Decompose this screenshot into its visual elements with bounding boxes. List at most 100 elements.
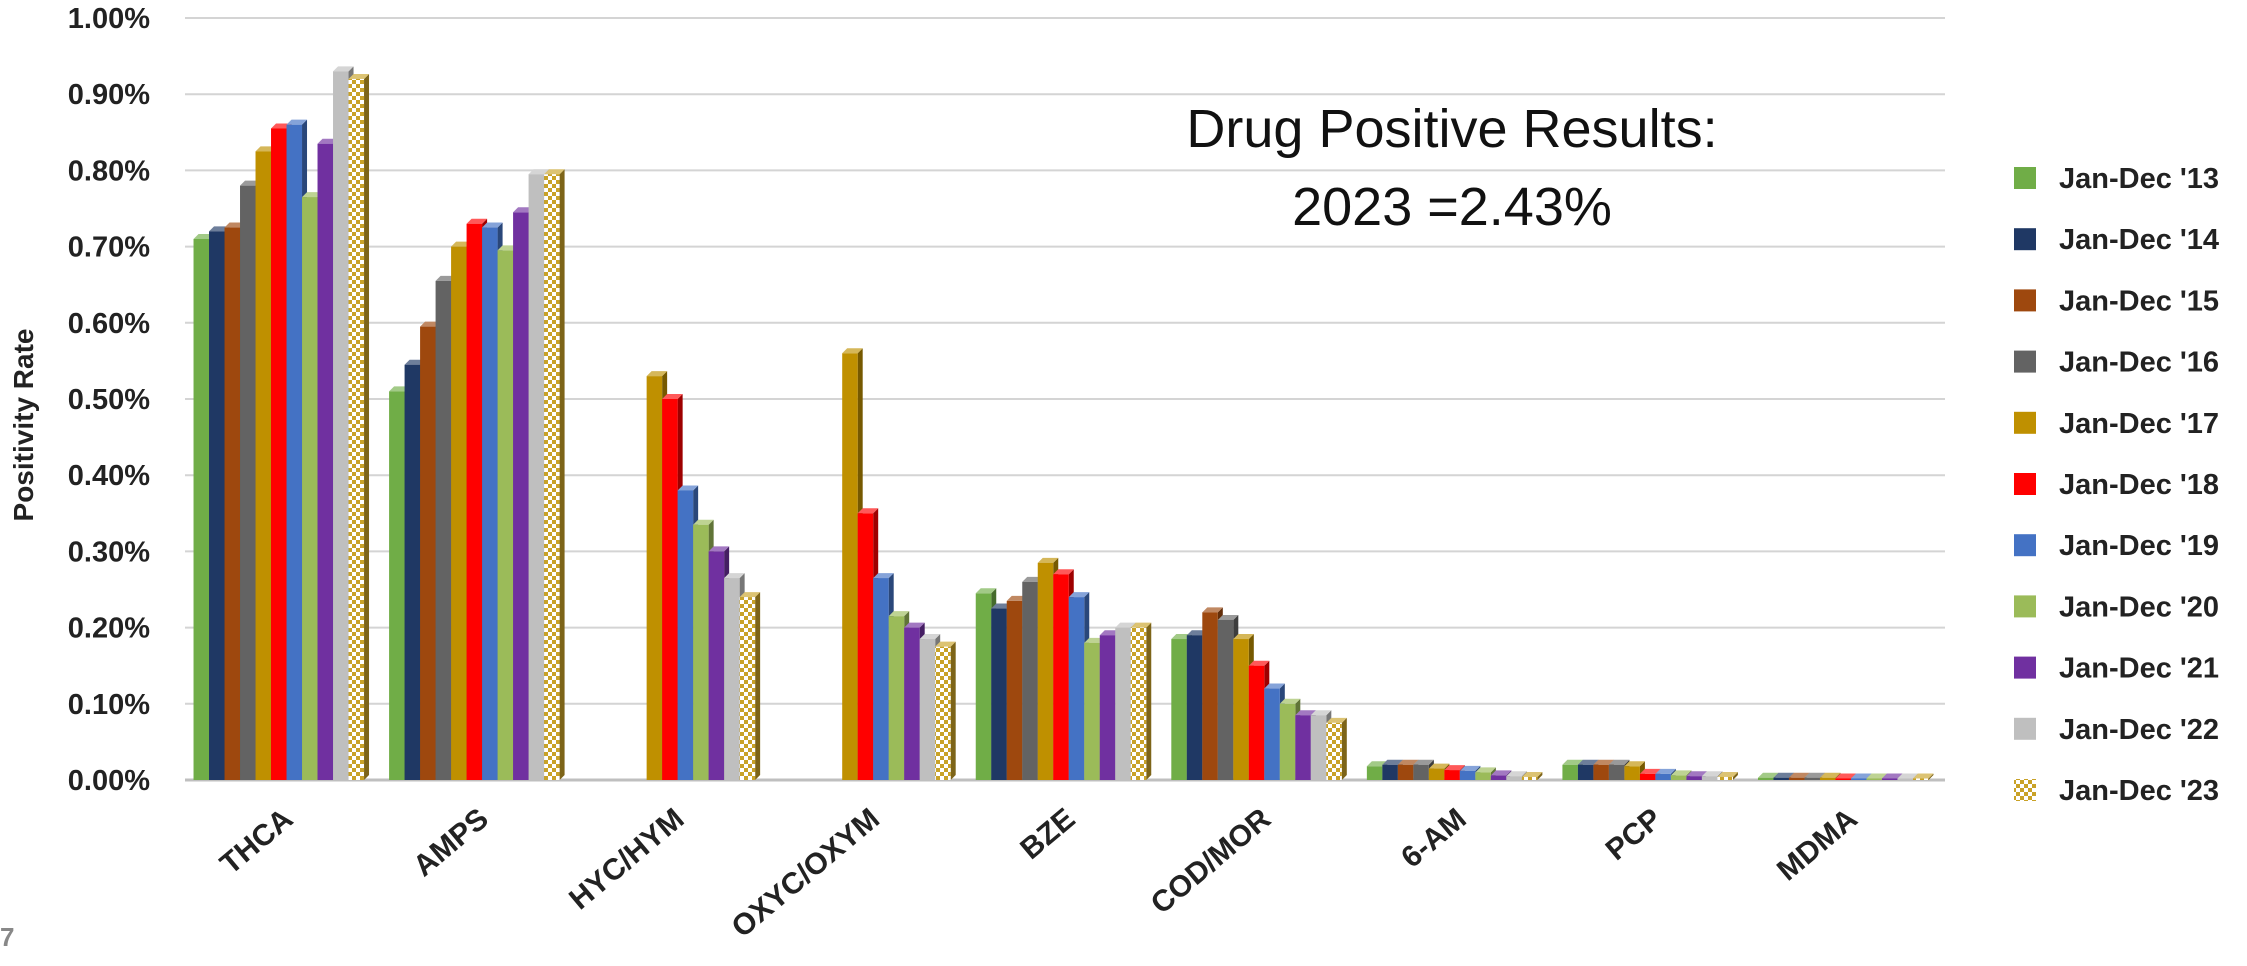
bar-top [466,218,488,224]
bar-top [1053,569,1074,575]
bar-front [1037,562,1054,780]
bar-front [466,223,483,781]
y-tick-label: 0.20% [68,613,150,645]
bar-front [1819,777,1836,780]
bar-top [1562,759,1583,765]
legend-label: Jan-Dec '15 [2059,285,2219,317]
bar-top [451,241,472,247]
bar-front [193,238,210,781]
bar-top [1099,630,1121,636]
category-label: 6-AM [1395,802,1472,874]
bar-side [364,73,370,780]
bar-front [1655,773,1671,780]
y-tick-label: 0.50% [68,384,150,416]
y-tick-label: 0.90% [68,79,150,111]
bar-front [975,593,992,780]
bar-front [1310,715,1327,780]
bar-front [1444,770,1460,780]
bar-top [240,180,261,186]
legend-swatch [2014,228,2036,251]
bar [935,641,956,780]
bar-front [904,627,920,780]
bar-front [271,128,287,781]
bar-top [193,233,215,239]
bar-front [646,376,663,780]
y-tick-label: 0.40% [68,460,150,492]
category-label: OXYC/OXYM [726,802,886,944]
bar-front [708,551,725,780]
legend-swatch [2014,350,2036,373]
bar-top [1639,768,1661,774]
bar [1130,622,1152,780]
bar-front [1006,600,1023,780]
bar-top [1624,761,1645,767]
y-tick-label: 0.60% [68,308,150,340]
bar-top [873,573,894,579]
bar-front [1835,778,1851,780]
bar-top [1866,773,1887,779]
bar-front [1326,722,1342,780]
y-axis-ticks: 0.00% 0.10% 0.20% 0.30% 0.40% 0.50% 0.60% 0.70%… [68,3,150,797]
bar-top [1006,595,1028,601]
bar-top [1186,630,1208,636]
bar-top [1475,767,1496,773]
bar-top [1757,772,1779,778]
bar-top [209,226,230,232]
bar-top [857,508,879,514]
bar-front [857,513,874,780]
legend-item: Jan-Dec '18 [2014,469,2219,501]
bar-front [1608,764,1625,780]
bar-front [1413,764,1429,780]
bar-side [1146,622,1152,780]
bar-front [724,578,740,780]
legend-item: Jan-Dec '13 [2014,163,2219,195]
bar-top [724,573,745,579]
bar-front [1475,772,1491,780]
bar-top [739,592,761,598]
bar-front [1295,715,1311,780]
bar-side [1341,717,1347,780]
bar-top [1084,637,1105,643]
bar-top [420,321,441,327]
legend-item: Jan-Dec '17 [2014,408,2219,440]
bar-top [333,66,354,72]
bar-front [1521,776,1538,780]
legend-item: Jan-Dec '15 [2014,285,2219,317]
bar [1717,771,1738,780]
bar-front [1593,764,1609,780]
legend-label: Jan-Dec '14 [2059,224,2219,256]
y-tick-label: 1.00% [68,3,150,35]
bar-front [1897,778,1913,780]
bar-front [1670,775,1687,780]
bars [193,66,1934,781]
bar-top [919,634,941,640]
legend-item: Jan-Dec '20 [2014,591,2219,623]
bar-front [1577,764,1594,780]
bar-side [559,169,565,780]
bar-front [1053,574,1069,780]
bar-top [1701,771,1723,777]
y-tick-label: 0.10% [68,689,150,721]
bar-top [286,119,308,125]
bar-front [991,608,1007,780]
bar-front [302,197,318,780]
y-tick-label: 0.00% [68,765,150,797]
category-label: BZE [1014,802,1081,866]
bar-top [693,519,714,525]
bar-top [1130,622,1152,628]
bar-front [240,185,256,780]
bar-top [1310,710,1332,716]
bar-front [1171,639,1187,780]
bar-front [333,71,349,781]
bar-top [528,169,550,175]
bar-front [420,326,436,780]
y-tick-label: 0.70% [68,232,150,264]
bar-top [1804,772,1825,778]
bar-front [1428,768,1445,780]
bar-front [255,151,272,781]
bar-front [1115,627,1131,780]
bar-top [842,348,863,354]
bar-top [1881,773,1903,779]
bar-front [662,399,678,780]
legend-swatch [2014,717,2036,740]
